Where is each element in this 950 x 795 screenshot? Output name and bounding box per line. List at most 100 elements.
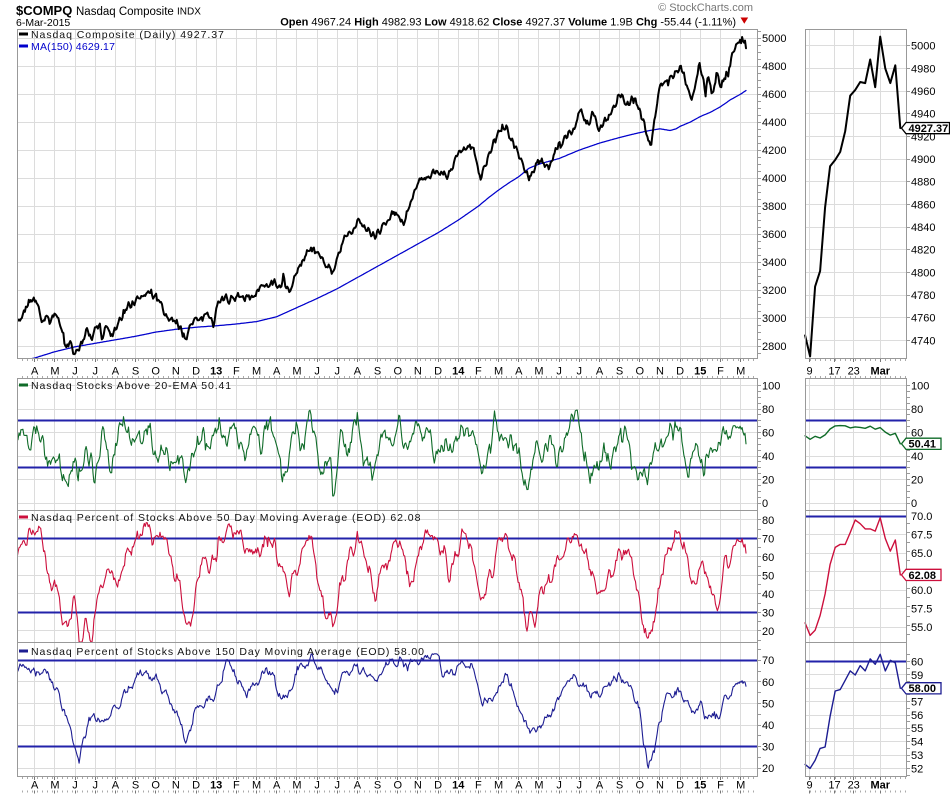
svg-text:Mar: Mar	[871, 780, 891, 792]
svg-text:M: M	[50, 366, 59, 378]
svg-text:17: 17	[828, 366, 840, 378]
svg-text:60.0: 60.0	[911, 585, 932, 597]
svg-text:60: 60	[911, 657, 923, 669]
svg-text:N: N	[656, 366, 664, 378]
svg-text:A: A	[112, 780, 120, 792]
svg-text:56: 56	[911, 710, 923, 722]
svg-text:J: J	[92, 366, 98, 378]
svg-text:D: D	[434, 780, 442, 792]
svg-text:4760: 4760	[911, 313, 935, 325]
svg-text:4940: 4940	[911, 109, 935, 121]
svg-text:4600: 4600	[762, 89, 786, 101]
svg-text:3000: 3000	[762, 313, 786, 325]
svg-text:100: 100	[911, 380, 929, 392]
svg-text:23: 23	[848, 366, 860, 378]
svg-text:60: 60	[762, 677, 774, 689]
svg-text:4200: 4200	[762, 145, 786, 157]
svg-text:D: D	[676, 780, 684, 792]
svg-text:4780: 4780	[911, 290, 935, 302]
svg-text:52: 52	[911, 763, 923, 775]
svg-text:D: D	[192, 780, 200, 792]
svg-text:55: 55	[911, 723, 923, 735]
svg-text:30: 30	[762, 742, 774, 754]
svg-text:4840: 4840	[911, 222, 935, 234]
svg-text:M: M	[50, 780, 59, 792]
svg-text:0: 0	[762, 498, 768, 510]
svg-text:MA(150) 4629.17: MA(150) 4629.17	[31, 41, 115, 53]
svg-text:S: S	[132, 780, 139, 792]
svg-text:67.5: 67.5	[911, 530, 932, 542]
svg-text:A: A	[354, 780, 362, 792]
svg-text:30: 30	[762, 607, 774, 619]
svg-text:5000: 5000	[762, 33, 786, 45]
svg-text:N: N	[414, 366, 422, 378]
svg-text:M: M	[252, 366, 261, 378]
svg-text:M: M	[494, 366, 503, 378]
svg-text:53: 53	[911, 750, 923, 762]
svg-text:J: J	[72, 780, 78, 792]
svg-text:J: J	[314, 366, 320, 378]
svg-text:M: M	[534, 366, 543, 378]
svg-text:A: A	[31, 366, 39, 378]
svg-text:3200: 3200	[762, 285, 786, 297]
svg-text:3400: 3400	[762, 257, 786, 269]
svg-text:M: M	[736, 780, 745, 792]
svg-text:A: A	[273, 780, 281, 792]
svg-text:O: O	[394, 780, 403, 792]
svg-text:57.5: 57.5	[911, 604, 932, 616]
svg-text:O: O	[151, 780, 160, 792]
svg-text:4920: 4920	[911, 131, 935, 143]
svg-text:60: 60	[762, 427, 774, 439]
svg-text:3600: 3600	[762, 229, 786, 241]
svg-text:55.0: 55.0	[911, 622, 932, 634]
svg-text:J: J	[334, 780, 340, 792]
svg-text:62.08: 62.08	[909, 570, 937, 582]
svg-text:2800: 2800	[762, 341, 786, 353]
svg-text:F: F	[717, 780, 724, 792]
svg-text:4400: 4400	[762, 117, 786, 129]
svg-text:O: O	[636, 780, 645, 792]
svg-text:4927.37: 4927.37	[909, 123, 949, 135]
svg-text:58.00: 58.00	[909, 683, 937, 695]
svg-text:A: A	[273, 366, 281, 378]
svg-text:20: 20	[762, 474, 774, 486]
svg-text:4000: 4000	[762, 173, 786, 185]
svg-text:5000: 5000	[911, 41, 935, 53]
svg-text:© StockCharts.com: © StockCharts.com	[658, 2, 753, 14]
svg-text:9: 9	[807, 780, 813, 792]
svg-text:M: M	[292, 366, 301, 378]
svg-text:M: M	[494, 780, 503, 792]
svg-text:60: 60	[762, 552, 774, 564]
svg-text:70: 70	[762, 655, 774, 667]
svg-text:54: 54	[911, 737, 923, 749]
svg-text:40: 40	[762, 720, 774, 732]
svg-text:A: A	[515, 780, 523, 792]
svg-text:15: 15	[694, 780, 706, 792]
svg-text:20: 20	[762, 763, 774, 775]
svg-text:J: J	[556, 366, 562, 378]
svg-text:80: 80	[911, 404, 923, 416]
svg-text:A: A	[31, 780, 39, 792]
svg-text:17: 17	[828, 780, 840, 792]
svg-text:13: 13	[210, 366, 222, 378]
svg-text:70.0: 70.0	[911, 511, 932, 523]
svg-text:S: S	[374, 780, 381, 792]
svg-text:0: 0	[911, 498, 917, 510]
svg-text:Nasdaq Composite: Nasdaq Composite	[76, 6, 174, 18]
svg-text:J: J	[577, 366, 583, 378]
svg-text:M: M	[534, 780, 543, 792]
svg-text:F: F	[233, 366, 240, 378]
svg-text:O: O	[151, 366, 160, 378]
svg-text:M: M	[736, 366, 745, 378]
svg-text:4860: 4860	[911, 199, 935, 211]
svg-text:4800: 4800	[911, 267, 935, 279]
svg-text:100: 100	[762, 380, 780, 392]
svg-text:20: 20	[911, 474, 923, 486]
svg-text:M: M	[252, 780, 261, 792]
svg-text:Nasdaq Percent of Stocks Above: Nasdaq Percent of Stocks Above 50 Day Mo…	[31, 512, 421, 524]
svg-text:20: 20	[762, 626, 774, 638]
svg-text:60: 60	[911, 427, 923, 439]
svg-text:14: 14	[452, 780, 465, 792]
svg-text:Nasdaq Composite (Daily) 4927.: Nasdaq Composite (Daily) 4927.37	[31, 29, 225, 41]
svg-text:A: A	[515, 366, 523, 378]
